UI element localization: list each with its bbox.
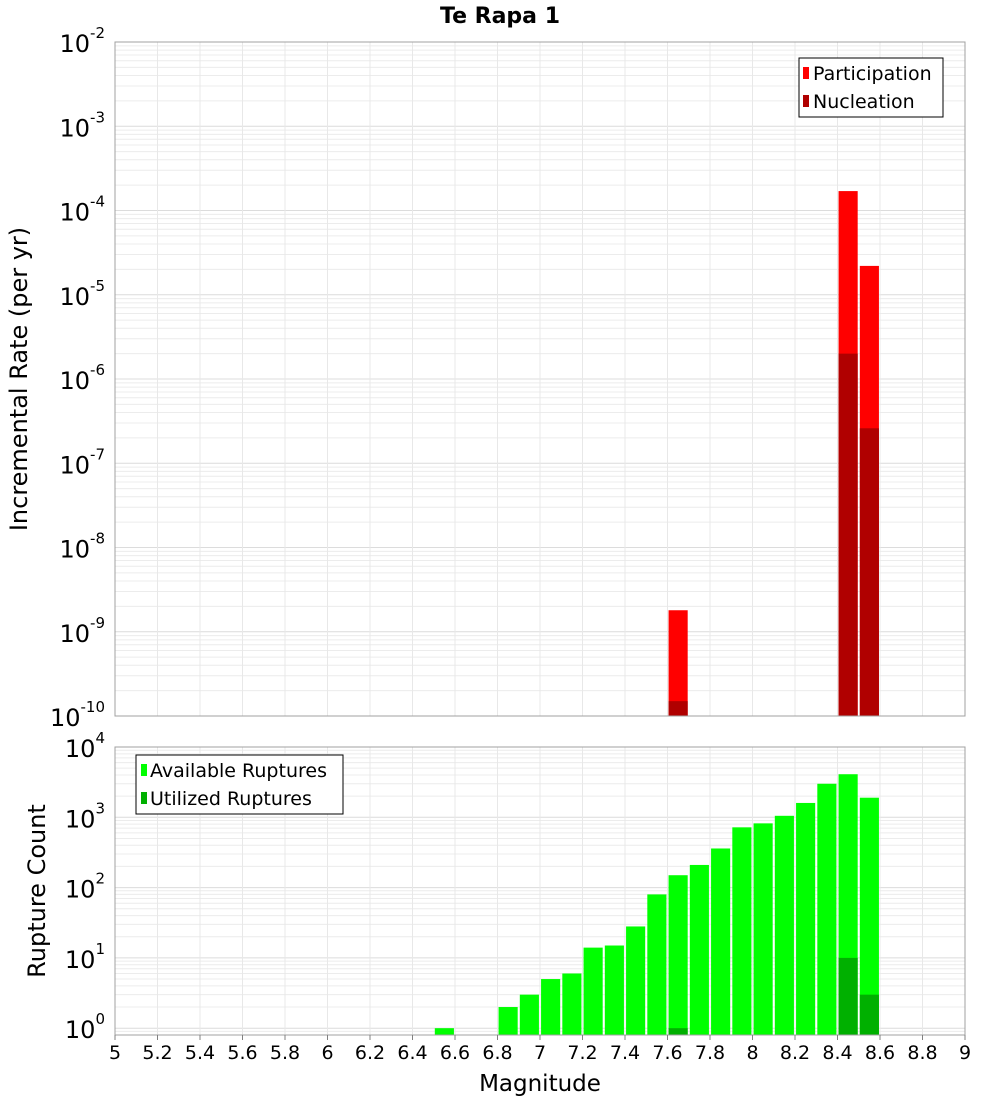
available-ruptures-bar [774,815,794,1035]
x-tick-label: 7.2 [567,1042,597,1064]
available-ruptures-bar [604,945,624,1035]
available-ruptures-bar [541,979,561,1035]
rate-y-ticks: 10-2 10-3 10-4 10-5 10-6 10-7 10-8 10-9 10-10 [50,24,105,732]
available-ruptures-bar [583,947,603,1035]
rate-legend: Participation Nucleation [798,57,944,118]
available-legend-label: Available Ruptures [150,760,327,782]
rate-y-tick-label: 10-9 [59,614,105,648]
participation-legend-swatch [803,67,809,79]
rate-bars [668,191,879,717]
rate-legend-box [798,57,944,118]
available-ruptures-bar [498,1007,518,1035]
count-y-ticks: 100 101 102 103 104 [65,729,105,1044]
rate-y-tick-label: 10-5 [59,277,105,311]
x-tick-label: 7 [534,1042,546,1064]
nucleation-bar [668,701,688,716]
x-tick-label: 7.4 [610,1042,640,1064]
x-tick-label: 6.6 [440,1042,470,1064]
rate-y-tick-label: 10-4 [59,193,105,227]
rate-y-tick-label: 10-10 [50,698,105,732]
x-tick-label: 7.6 [652,1042,682,1064]
available-ruptures-bar [796,802,816,1035]
available-ruptures-bar [519,994,539,1035]
count-y-tick-label: 103 [65,799,105,833]
rate-y-tick-label: 10-3 [59,108,105,142]
x-tick-label: 5.2 [142,1042,172,1064]
rate-plot-frame [114,41,966,717]
count-y-tick-label: 101 [65,940,105,974]
x-tick-label: 5.6 [227,1042,257,1064]
rate-y-tick-label: 10-6 [59,361,105,395]
count-y-tick-label: 100 [65,1010,105,1044]
count-y-tick-label: 102 [65,870,105,904]
nucleation-legend-label: Nucleation [813,91,915,113]
available-ruptures-bar [689,864,709,1035]
count-y-tick-label: 104 [65,729,105,763]
count-legend-box [135,754,344,815]
available-ruptures-bar [859,797,879,1035]
rate-chart: 10-2 10-3 10-4 10-5 10-6 10-7 10-8 10-9 10-10 In… [5,24,966,732]
nucleation-bar [859,428,879,716]
available-legend-swatch [141,764,147,776]
x-tick-label: 9 [959,1042,971,1064]
x-tick-label: 7.8 [695,1042,725,1064]
available-ruptures-bar [668,875,688,1035]
available-ruptures-bar [562,973,582,1035]
nucleation-legend-swatch [803,95,809,107]
rate-y-tick-label: 10-7 [59,445,105,479]
rate-y-tick-label: 10-2 [59,24,105,58]
count-legend: Available Ruptures Utilized Ruptures [135,754,344,815]
participation-legend-label: Participation [813,63,932,85]
nucleation-bar [838,353,858,716]
x-ticks: 5 5.2 5.4 5.6 5.8 6 6.2 6.4 6.6 6.8 7 7.2 7.4 7.6 7.8 8… [109,1035,971,1064]
utilized-ruptures-bar [668,1028,688,1035]
count-y-axis-label: Rupture Count [23,804,51,978]
rate-grid [114,42,966,717]
x-tick-label: 8 [746,1042,758,1064]
x-tick-label: 6.8 [482,1042,512,1064]
x-tick-label: 8.8 [907,1042,937,1064]
utilized-ruptures-bar [859,994,879,1035]
x-tick-label: 8.4 [822,1042,852,1064]
available-ruptures-bar [711,848,731,1035]
available-ruptures-bar [626,926,646,1035]
available-ruptures-bar [817,783,837,1035]
x-tick-label: 6.2 [355,1042,385,1064]
available-ruptures-bar [732,827,752,1035]
x-tick-label: 5 [109,1042,121,1064]
utilized-legend-label: Utilized Ruptures [150,788,312,810]
x-tick-label: 8.2 [780,1042,810,1064]
utilized-legend-swatch [141,792,147,804]
count-chart: 100 101 102 103 104 5 5.2 5.4 5.6 5.8 6 6.2 6.4 6.6 6… [23,729,971,1097]
x-tick-label: 5.4 [185,1042,215,1064]
utilized-ruptures-bar [838,957,858,1035]
available-ruptures-bar [434,1028,454,1035]
x-tick-label: 6 [321,1042,333,1064]
available-ruptures-bar [647,894,667,1035]
available-ruptures-bar [753,823,773,1035]
x-tick-label: 8.6 [865,1042,895,1064]
rate-y-tick-label: 10-8 [59,530,105,564]
x-tick-label: 5.8 [270,1042,300,1064]
rate-y-axis-label: Incremental Rate (per yr) [5,227,33,531]
x-tick-label: 6.4 [397,1042,427,1064]
count-bars [434,774,879,1035]
x-axis-label: Magnitude [479,1071,601,1097]
participation-bar [668,610,688,716]
chart-title: Te Rapa 1 [440,4,560,29]
